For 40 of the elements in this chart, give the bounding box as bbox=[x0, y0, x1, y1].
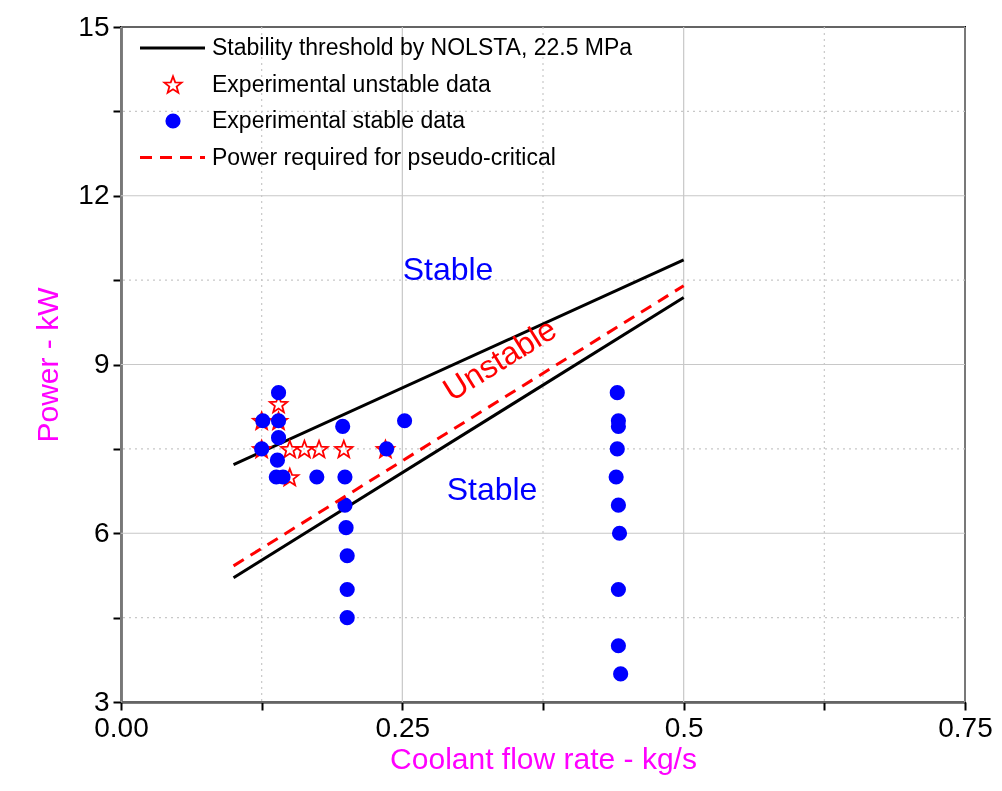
point bbox=[270, 385, 287, 401]
point bbox=[280, 467, 300, 487]
y-tick-label: 6 bbox=[93, 516, 110, 548]
annotation: Stable bbox=[446, 471, 538, 507]
point bbox=[337, 497, 353, 513]
point bbox=[608, 469, 624, 485]
point bbox=[338, 520, 354, 536]
legend-label: Experimental unstable data bbox=[212, 70, 491, 97]
point bbox=[269, 452, 285, 468]
point bbox=[611, 525, 628, 541]
point bbox=[339, 610, 355, 626]
point bbox=[339, 581, 355, 598]
legend-label: Stability threshold by NOLSTA, 22.5 MPa bbox=[212, 34, 633, 60]
point bbox=[397, 413, 413, 429]
point bbox=[280, 439, 300, 459]
y-tick-label: 15 bbox=[78, 10, 110, 42]
legend-label: Power required for pseudo-critical bbox=[212, 143, 556, 170]
legend-label: Experimental stable data bbox=[212, 107, 466, 133]
point bbox=[334, 439, 354, 459]
point bbox=[609, 441, 625, 457]
point bbox=[309, 439, 329, 459]
point bbox=[609, 385, 625, 401]
x-tick-label: 0.75 bbox=[938, 711, 993, 743]
annotation: Stable bbox=[402, 251, 494, 287]
point bbox=[613, 666, 629, 682]
point bbox=[610, 638, 626, 654]
y-axis-title: Power - kW bbox=[31, 286, 65, 443]
x-axis-title: Coolant flow rate - kg/s bbox=[390, 741, 697, 775]
point bbox=[270, 430, 287, 446]
point bbox=[335, 418, 351, 434]
point bbox=[294, 439, 314, 459]
x-tick-label: 0.5 bbox=[664, 711, 704, 743]
point bbox=[610, 497, 626, 513]
y-tick-label: 12 bbox=[78, 179, 110, 211]
x-tick-label: 0.25 bbox=[375, 711, 431, 743]
point bbox=[610, 581, 626, 598]
point bbox=[337, 469, 353, 485]
y-tick-label: 9 bbox=[93, 348, 110, 379]
point bbox=[309, 469, 325, 485]
point bbox=[339, 548, 355, 564]
